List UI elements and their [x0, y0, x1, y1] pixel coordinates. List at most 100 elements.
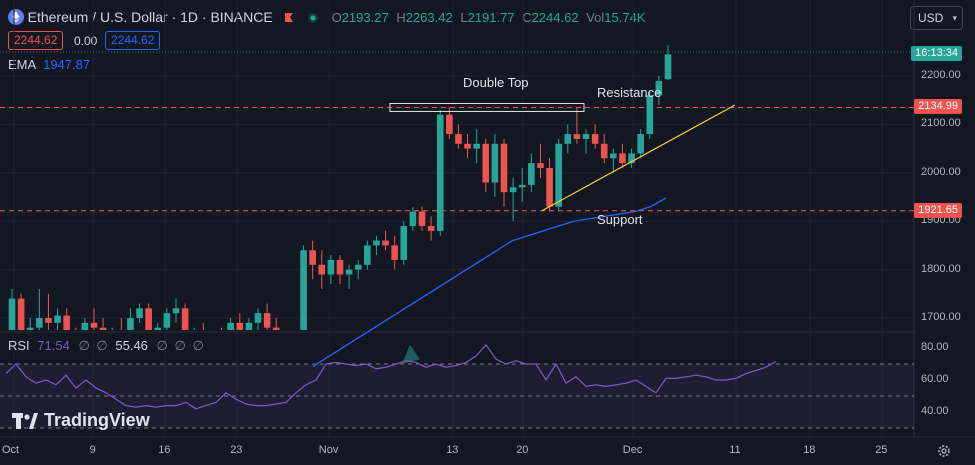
candle-body	[163, 313, 171, 328]
rsi-value-2: 55.46	[115, 338, 148, 353]
candle-body	[600, 143, 608, 159]
candle-body	[509, 187, 517, 193]
candle-body	[555, 143, 562, 207]
candle-body	[254, 313, 262, 323]
sell-price-box[interactable]: 2244.62	[8, 31, 64, 50]
currency-label: USD	[918, 11, 944, 25]
flag-icon[interactable]	[284, 11, 295, 22]
currency-select[interactable]: USD ▾	[910, 6, 963, 30]
price-tick-label: 2100.00	[921, 117, 961, 130]
candle-body	[573, 134, 581, 139]
resistance-price-label: 2134.99	[914, 99, 962, 114]
trend-line	[541, 104, 736, 212]
settings-gear-icon[interactable]	[937, 444, 951, 458]
candle-body	[26, 327, 34, 330]
watermark-text: TradingView	[44, 410, 150, 430]
candle-body	[336, 259, 344, 275]
ema-label: EMA	[8, 57, 36, 72]
candle-body	[245, 322, 253, 330]
candle-body	[345, 269, 353, 275]
empty-set-icon: ∅	[192, 338, 204, 353]
candle-body	[81, 322, 89, 330]
empty-set-icon: ∅	[156, 338, 168, 353]
ema-value: 1947.87	[43, 57, 91, 72]
candle-body	[300, 250, 307, 330]
candle-body	[473, 143, 480, 149]
ema-line	[312, 197, 667, 367]
candle-body	[427, 226, 435, 231]
rsi-overbought-fill	[402, 344, 420, 364]
price-tick-label: 1700.00	[921, 311, 961, 323]
candle-body	[272, 327, 280, 330]
candle-body	[546, 167, 553, 207]
time-tick-label: Nov	[318, 444, 339, 456]
candle-body	[236, 322, 244, 330]
candle-body	[610, 153, 617, 159]
candle-body	[646, 95, 654, 135]
candle-body	[500, 143, 508, 193]
time-tick-label: 20	[516, 444, 529, 456]
candle-body	[418, 211, 426, 227]
symbol-header: Ethereum / U.S. Dollar · 1D · BINANCE O2…	[8, 9, 645, 28]
candle-body	[36, 318, 43, 328]
empty-set-icon: ∅	[174, 338, 186, 353]
candle-body	[154, 327, 162, 330]
time-tick-label: 23	[230, 444, 243, 456]
candle-body	[637, 134, 644, 154]
support-price-label: 1921.65	[914, 203, 962, 218]
candle-body	[145, 308, 152, 330]
rsi-legend[interactable]: RSI 71.54 ∅ ∅ 55.46 ∅ ∅ ∅	[8, 338, 204, 354]
close-value: 2244.62	[531, 10, 579, 25]
candle-body	[446, 114, 453, 135]
candle-body	[327, 259, 335, 275]
candle-body	[664, 54, 672, 80]
candle-body	[491, 143, 499, 183]
double-top-label: Double Top	[463, 75, 529, 90]
low-value: 2191.77	[467, 10, 515, 25]
candle-body	[582, 134, 590, 139]
support-label: Support	[597, 212, 643, 227]
price-tick-label: 1800.00	[921, 262, 961, 275]
price-tick-label: 2200.00	[921, 69, 961, 81]
symbol-title[interactable]: Ethereum / U.S. Dollar · 1D · BINANCE	[27, 9, 273, 25]
high-label: H	[396, 10, 406, 25]
tradingview-logo-icon	[12, 412, 38, 429]
close-label: C	[522, 10, 532, 25]
rsi-tick-label: 60.00	[921, 373, 949, 385]
time-tick-label: 16	[158, 444, 171, 456]
time-tick-label: 11	[729, 444, 741, 456]
volume-value: 15.74K	[604, 10, 646, 25]
candle-body	[127, 318, 134, 330]
candle-body	[373, 240, 380, 246]
chevron-down-icon: ▾	[952, 13, 957, 23]
candle-body	[63, 315, 70, 330]
candle-body	[181, 308, 189, 330]
rsi-line	[5, 343, 777, 410]
candle-body	[45, 318, 52, 323]
buy-price-box[interactable]: 2244.62	[105, 31, 161, 50]
candle-body	[99, 327, 107, 330]
market-status-icon[interactable]	[307, 11, 318, 23]
rsi-label: RSI	[8, 338, 30, 353]
time-tick-label: 25	[875, 444, 888, 456]
ema-legend[interactable]: EMA 1947.87	[8, 57, 90, 72]
double-top-box	[389, 102, 585, 112]
candle-body	[537, 163, 544, 168]
time-tick-label: 13	[446, 444, 459, 456]
candle-body	[90, 322, 98, 328]
empty-set-icon: ∅	[96, 338, 108, 353]
candle-body	[309, 250, 316, 265]
candle-body	[136, 308, 143, 318]
candle-body	[619, 153, 626, 164]
candle-body	[391, 245, 398, 260]
candle-body	[409, 211, 417, 227]
candle-body	[354, 264, 362, 270]
candle-body	[628, 153, 635, 164]
candle-body	[172, 308, 180, 314]
candle-body	[382, 240, 389, 246]
time-tick-label: 18	[803, 444, 816, 456]
spread-value: 0.00	[74, 34, 98, 48]
resistance-label: Resistance	[597, 85, 662, 100]
candle-body	[528, 163, 535, 185]
